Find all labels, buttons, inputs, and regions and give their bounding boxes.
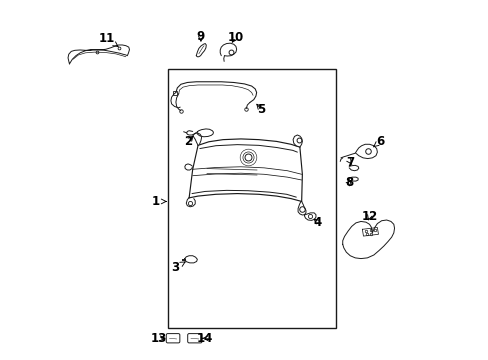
- Text: 10: 10: [227, 31, 243, 44]
- Bar: [167, 69, 335, 328]
- Text: 1: 1: [152, 195, 166, 208]
- Text: 14: 14: [197, 332, 213, 345]
- Text: 4: 4: [313, 216, 321, 229]
- Text: 7: 7: [346, 156, 354, 168]
- Text: 8: 8: [345, 176, 352, 189]
- Text: 5: 5: [256, 103, 265, 116]
- Text: 12: 12: [361, 210, 377, 223]
- Text: 3: 3: [171, 261, 185, 274]
- Text: 13: 13: [150, 332, 166, 345]
- Text: 9: 9: [196, 30, 204, 43]
- Text: 6: 6: [372, 135, 384, 148]
- FancyBboxPatch shape: [166, 334, 180, 343]
- Text: 11: 11: [99, 32, 118, 47]
- FancyBboxPatch shape: [187, 334, 202, 343]
- Text: 2: 2: [184, 135, 193, 148]
